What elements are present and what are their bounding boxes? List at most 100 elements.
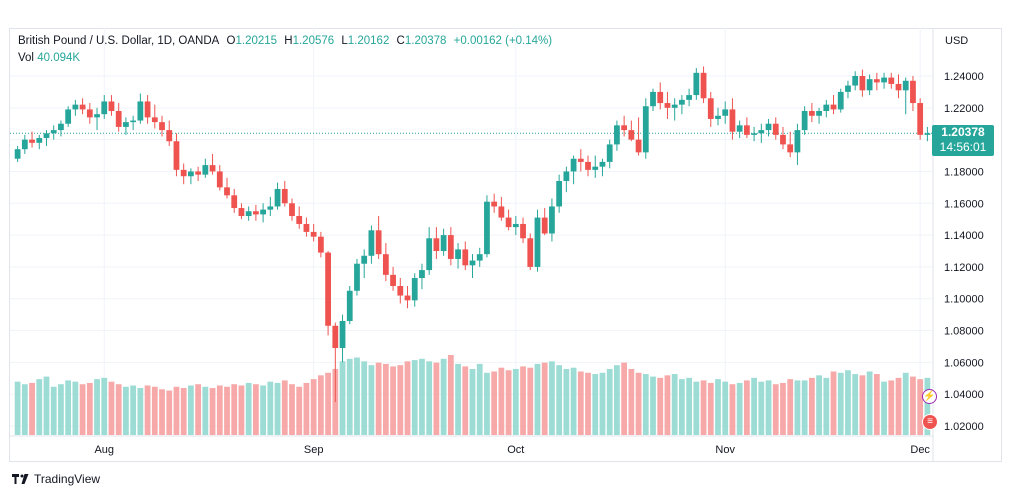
- candle-body[interactable]: [729, 109, 736, 132]
- candle-body[interactable]: [166, 130, 173, 142]
- event-badge[interactable]: ≡: [922, 414, 938, 430]
- candle-body[interactable]: [902, 80, 909, 91]
- candle-body[interactable]: [72, 104, 79, 110]
- candle-body[interactable]: [144, 101, 151, 118]
- candle-body[interactable]: [419, 270, 425, 279]
- candle-body[interactable]: [202, 165, 209, 175]
- candle-body[interactable]: [130, 120, 137, 123]
- candle-body[interactable]: [289, 203, 295, 216]
- footer-branding[interactable]: TradingView: [12, 472, 100, 486]
- candle-body[interactable]: [86, 109, 93, 118]
- candle-body[interactable]: [123, 122, 129, 127]
- candle-body[interactable]: [642, 106, 649, 153]
- candle-body[interactable]: [231, 195, 238, 209]
- candle-body[interactable]: [592, 166, 599, 170]
- candle-body[interactable]: [830, 104, 837, 110]
- candle-body[interactable]: [693, 72, 700, 96]
- candle-body[interactable]: [108, 101, 115, 111]
- candle-body[interactable]: [736, 125, 743, 132]
- candle-body[interactable]: [339, 321, 346, 349]
- candle-body[interactable]: [325, 252, 331, 326]
- candle-body[interactable]: [743, 125, 750, 135]
- candle-body[interactable]: [707, 98, 714, 119]
- candle-body[interactable]: [910, 80, 916, 104]
- candle-body[interactable]: [368, 230, 375, 256]
- candle-body[interactable]: [375, 230, 382, 255]
- candle-body[interactable]: [224, 187, 230, 196]
- candle-body[interactable]: [173, 141, 180, 170]
- candle-body[interactable]: [722, 109, 729, 116]
- candle-body[interactable]: [310, 231, 317, 237]
- candle-body[interactable]: [440, 235, 447, 251]
- candle-body[interactable]: [686, 95, 693, 100]
- candle-body[interactable]: [195, 171, 202, 175]
- candle-body[interactable]: [303, 223, 310, 232]
- candle-body[interactable]: [411, 278, 418, 301]
- candle-body[interactable]: [808, 111, 815, 116]
- candle-body[interactable]: [556, 181, 563, 207]
- candle-body[interactable]: [296, 216, 303, 224]
- candle-body[interactable]: [469, 260, 476, 266]
- candle-body[interactable]: [549, 206, 555, 234]
- candle-body[interactable]: [382, 254, 389, 275]
- candle-body[interactable]: [180, 169, 187, 177]
- candle-body[interactable]: [881, 77, 887, 83]
- candle-body[interactable]: [577, 158, 584, 162]
- candle-body[interactable]: [252, 211, 259, 215]
- candle-body[interactable]: [216, 171, 223, 188]
- candle-body[interactable]: [43, 133, 50, 139]
- candle-body[interactable]: [455, 249, 461, 259]
- candle-body[interactable]: [628, 130, 635, 140]
- candle-body[interactable]: [787, 144, 794, 153]
- candle-body[interactable]: [751, 133, 757, 135]
- candle-body[interactable]: [873, 79, 880, 83]
- candle-body[interactable]: [614, 125, 620, 145]
- candle-body[interactable]: [816, 111, 822, 116]
- candle-body[interactable]: [484, 201, 490, 255]
- candle-body[interactable]: [671, 104, 678, 108]
- candle-body[interactable]: [765, 123, 772, 131]
- candle-body[interactable]: [527, 238, 534, 267]
- candle-body[interactable]: [29, 139, 35, 143]
- candle-body[interactable]: [599, 161, 606, 167]
- candle-body[interactable]: [21, 139, 28, 150]
- candle-body[interactable]: [585, 161, 591, 170]
- candle-body[interactable]: [390, 274, 396, 286]
- candle-body[interactable]: [852, 76, 859, 86]
- candle-body[interactable]: [888, 77, 895, 84]
- candle-body[interactable]: [317, 236, 324, 253]
- candle-body[interactable]: [332, 325, 339, 349]
- candle-body[interactable]: [94, 114, 100, 118]
- candle-body[interactable]: [563, 171, 570, 181]
- candle-body[interactable]: [267, 206, 274, 210]
- candle-body[interactable]: [361, 255, 368, 264]
- candle-body[interactable]: [462, 249, 469, 266]
- candle-body[interactable]: [621, 125, 628, 131]
- candle-body[interactable]: [433, 238, 440, 251]
- candle-body[interactable]: [541, 217, 548, 234]
- candle-body[interactable]: [101, 101, 108, 115]
- candle-body[interactable]: [58, 123, 64, 131]
- candle-body[interactable]: [606, 144, 613, 162]
- dividend-badge[interactable]: ⚡: [922, 389, 937, 404]
- candle-body[interactable]: [404, 295, 411, 301]
- candle-body[interactable]: [700, 72, 707, 99]
- candle-body[interactable]: [570, 158, 577, 172]
- candle-body[interactable]: [65, 109, 72, 124]
- candle-body[interactable]: [209, 165, 216, 172]
- candle-body[interactable]: [354, 263, 360, 291]
- candle-body[interactable]: [845, 85, 851, 92]
- candle-body[interactable]: [188, 171, 194, 177]
- candle-body[interactable]: [397, 286, 404, 296]
- candle-body[interactable]: [758, 130, 765, 134]
- candle-body[interactable]: [520, 223, 526, 239]
- candle-body[interactable]: [245, 211, 252, 216]
- candle-body[interactable]: [151, 117, 158, 123]
- candle-body[interactable]: [794, 130, 801, 153]
- candle-body[interactable]: [924, 133, 931, 135]
- candle-body[interactable]: [512, 223, 519, 228]
- candle-body[interactable]: [14, 149, 21, 159]
- candle-body[interactable]: [505, 217, 512, 228]
- candle-body[interactable]: [238, 208, 245, 216]
